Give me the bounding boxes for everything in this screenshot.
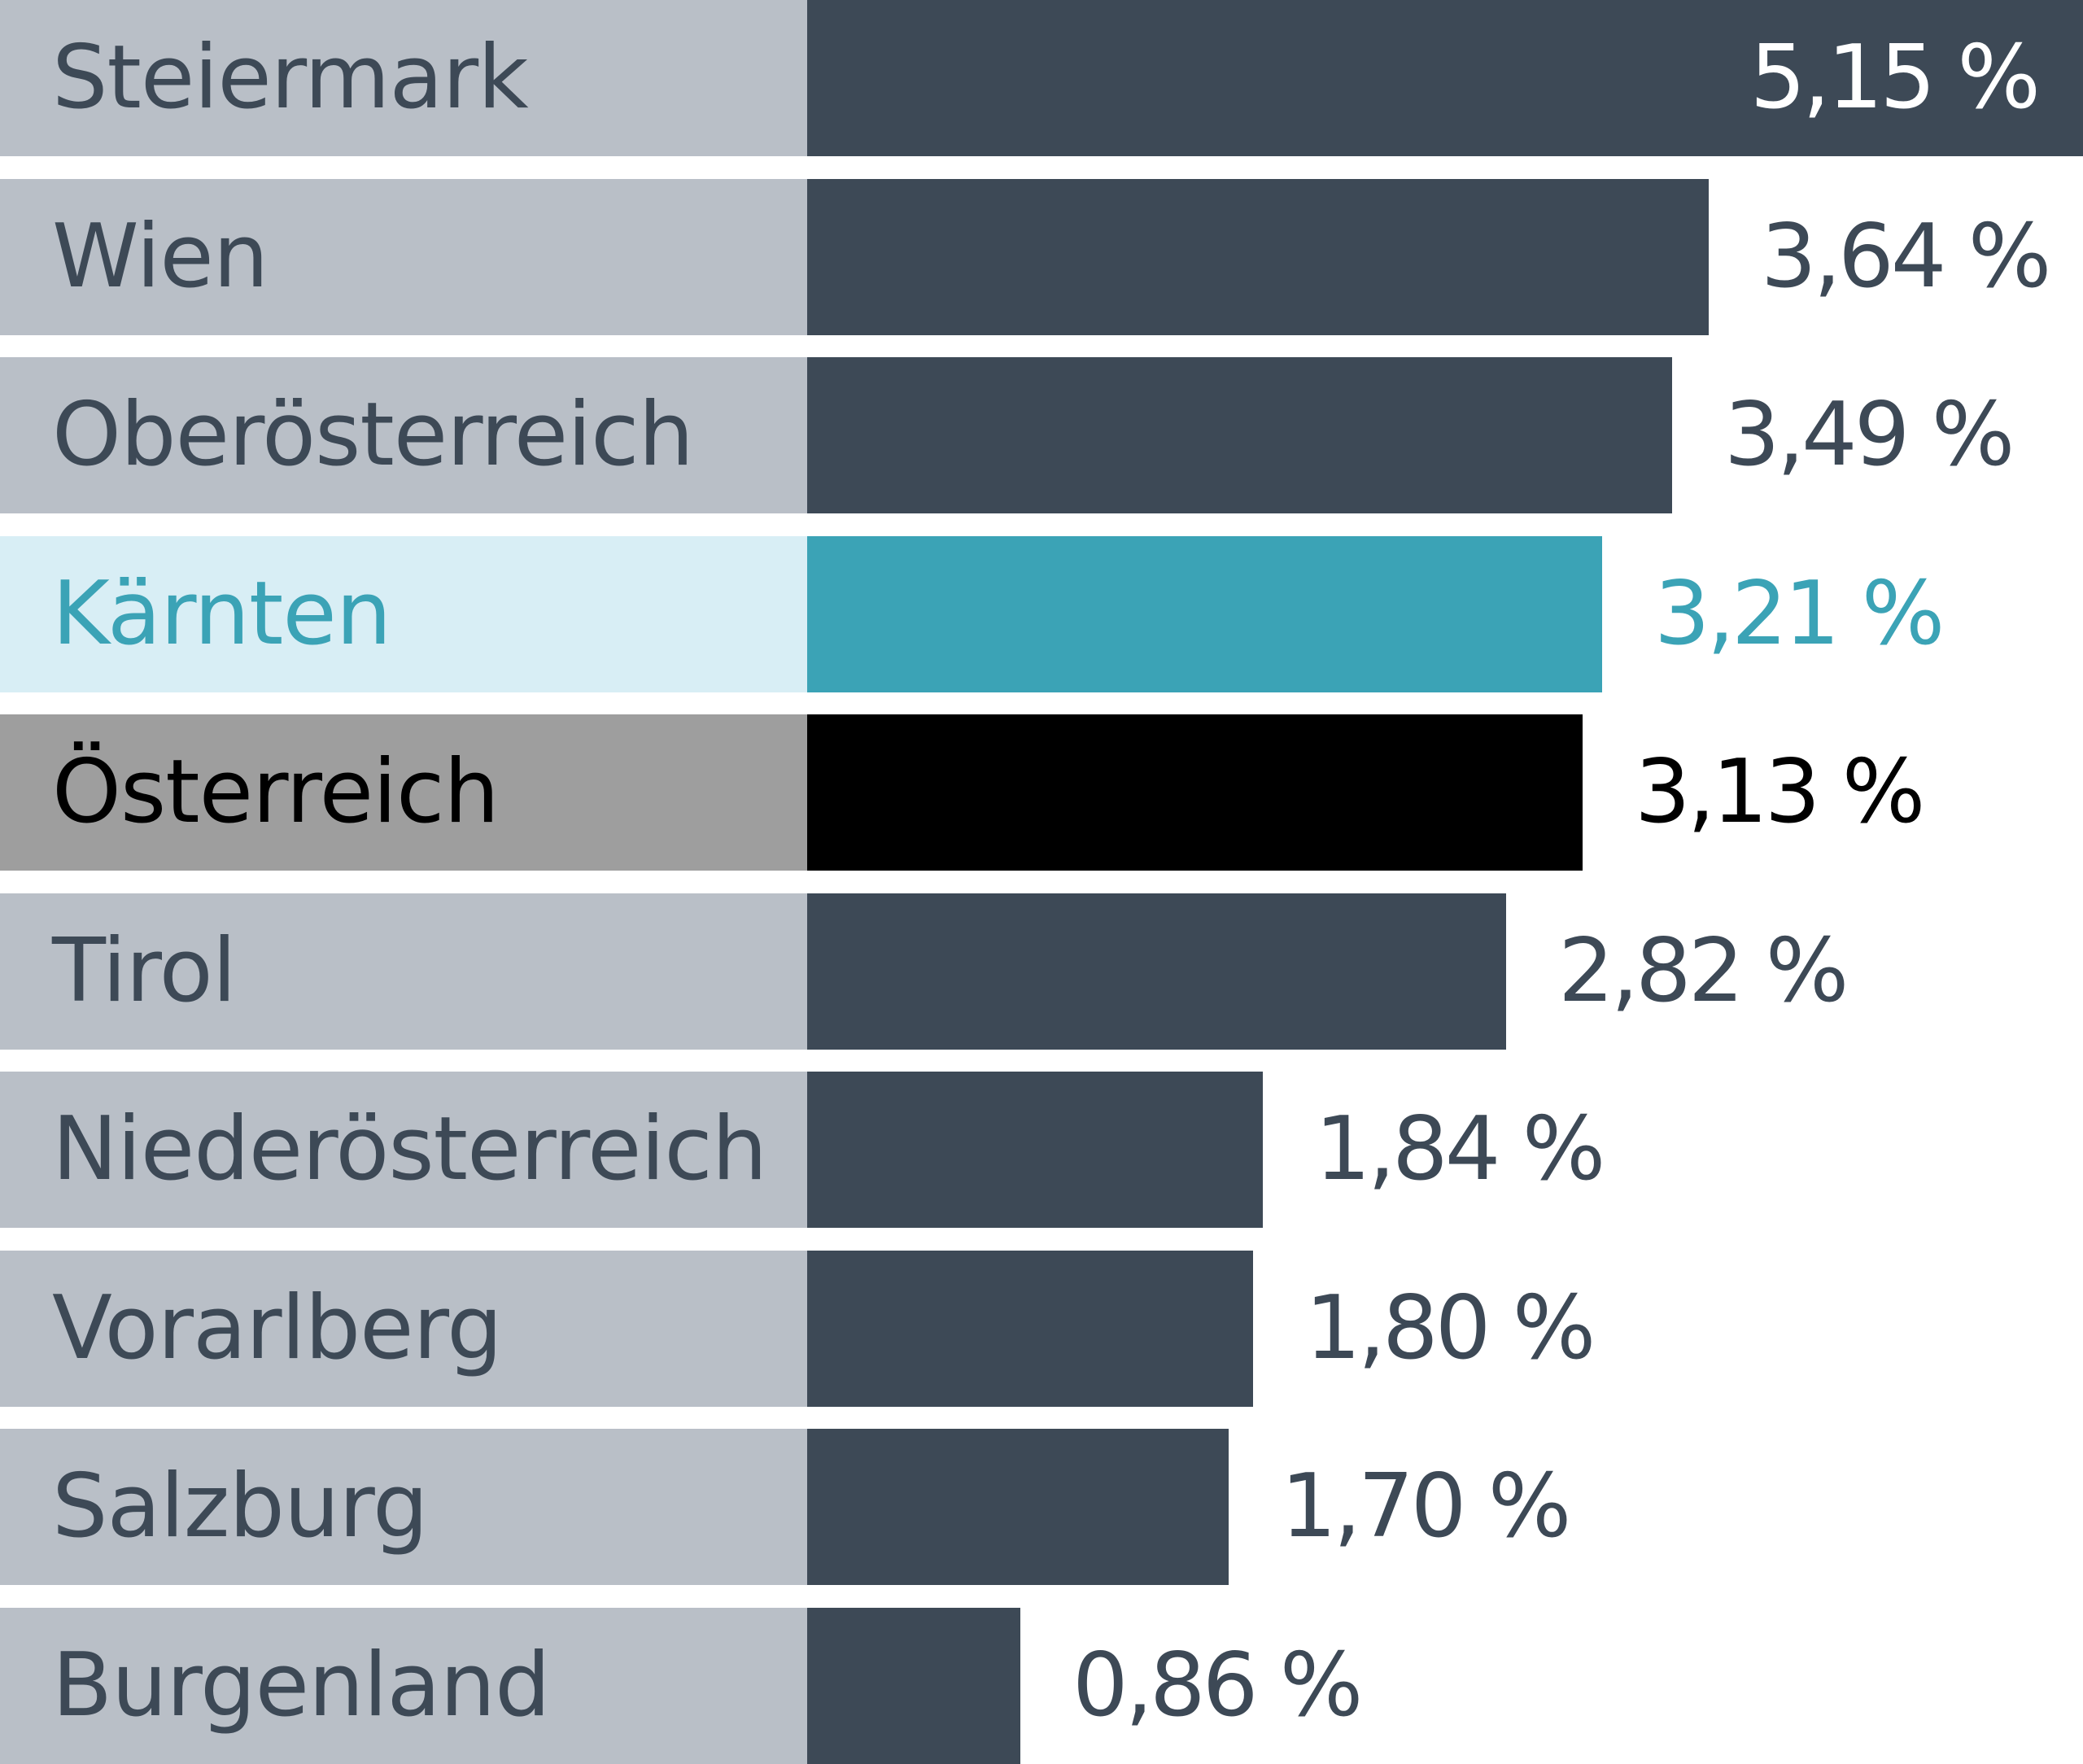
chart-row: Steiermark 5,15 % xyxy=(0,0,2083,156)
category-label: Wien xyxy=(52,206,269,308)
category-label: Vorarlberg xyxy=(52,1277,503,1379)
category-label-background: Vorarlberg xyxy=(0,1251,807,1407)
category-label: Tirol xyxy=(52,920,237,1022)
bar xyxy=(807,893,1506,1050)
value-label: 0,86 % xyxy=(1072,1635,1363,1736)
bar xyxy=(807,0,2083,156)
bar xyxy=(807,1251,1253,1407)
category-label: Steiermark xyxy=(52,27,529,129)
chart-row: Österreich 3,13 % xyxy=(0,714,2083,871)
bar xyxy=(807,1072,1263,1228)
value-label: 1,80 % xyxy=(1305,1277,1596,1379)
chart-row: Tirol 2,82 % xyxy=(0,893,2083,1050)
value-label: 2,82 % xyxy=(1558,920,1849,1022)
bar xyxy=(807,1429,1229,1585)
bar xyxy=(807,1608,1020,1764)
category-label: Österreich xyxy=(52,741,500,843)
bar xyxy=(807,714,1583,871)
category-label-background: Oberösterreich xyxy=(0,357,807,513)
category-label-background: Tirol xyxy=(0,893,807,1050)
value-label: 1,70 % xyxy=(1281,1456,1571,1557)
value-label: 3,21 % xyxy=(1654,563,1945,665)
category-label: Burgenland xyxy=(52,1635,551,1736)
category-label-background: Niederösterreich xyxy=(0,1072,807,1228)
value-label: 3,13 % xyxy=(1635,741,1925,843)
chart-row: Burgenland 0,86 % xyxy=(0,1608,2083,1764)
bar xyxy=(807,179,1709,335)
chart-row: Niederösterreich 1,84 % xyxy=(0,1072,2083,1228)
value-label: 3,49 % xyxy=(1724,384,2015,486)
category-label-background: Kärnten xyxy=(0,536,807,692)
category-label-background: Burgenland xyxy=(0,1608,807,1764)
value-label: 5,15 % xyxy=(1749,27,2041,129)
category-label: Salzburg xyxy=(52,1456,428,1557)
bar xyxy=(807,536,1602,692)
category-label-background: Wien xyxy=(0,179,807,335)
chart-row: Wien 3,64 % xyxy=(0,179,2083,335)
value-label: 1,84 % xyxy=(1315,1098,1605,1200)
bar xyxy=(807,357,1672,513)
category-label: Kärnten xyxy=(52,563,391,665)
chart-row: Kärnten 3,21 % xyxy=(0,536,2083,692)
category-label-background: Österreich xyxy=(0,714,807,871)
chart-row: Salzburg 1,70 % xyxy=(0,1429,2083,1585)
category-label-background: Salzburg xyxy=(0,1429,807,1585)
category-label: Oberösterreich xyxy=(52,384,694,486)
chart-row: Oberösterreich 3,49 % xyxy=(0,357,2083,513)
chart-row: Vorarlberg 1,80 % xyxy=(0,1251,2083,1407)
category-label: Niederösterreich xyxy=(52,1098,767,1200)
value-label: 3,64 % xyxy=(1761,206,2051,308)
category-label-background: Steiermark xyxy=(0,0,807,156)
